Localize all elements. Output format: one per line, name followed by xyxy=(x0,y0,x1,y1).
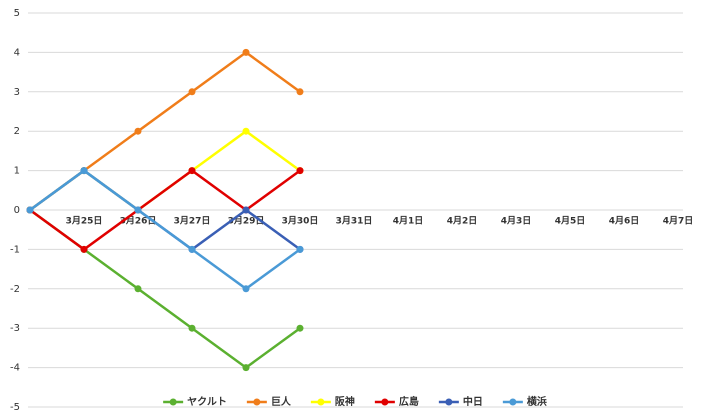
y-tick-label: -5 xyxy=(10,402,20,413)
data-point xyxy=(242,48,250,56)
x-tick-label: 3月26日 xyxy=(120,216,157,227)
data-point xyxy=(134,285,142,293)
series-line xyxy=(29,169,301,291)
x-tick-label: 3月29日 xyxy=(228,216,265,227)
data-point xyxy=(242,206,250,214)
y-tick-label: 4 xyxy=(14,47,20,58)
data-point xyxy=(242,285,250,293)
data-point xyxy=(26,206,34,214)
legend-label: 広島 xyxy=(399,395,419,408)
x-tick-label: 4月3日 xyxy=(501,216,532,227)
y-tick-label: 1 xyxy=(14,166,20,177)
legend-marker xyxy=(509,398,517,406)
data-point xyxy=(296,324,304,332)
legend-label: 巨人 xyxy=(271,395,292,408)
x-tick-label: 3月31日 xyxy=(336,216,373,227)
legend-label: 阪神 xyxy=(335,395,355,408)
legend-marker xyxy=(169,398,177,406)
data-point xyxy=(296,88,304,96)
legend-label: ヤクルト xyxy=(187,396,227,408)
data-point xyxy=(80,167,88,175)
x-tick-label: 4月6日 xyxy=(609,216,640,227)
y-tick-label: -2 xyxy=(10,284,20,295)
y-tick-label: -4 xyxy=(10,363,20,374)
data-point xyxy=(134,127,142,135)
y-tick-label: 2 xyxy=(14,126,20,137)
data-point xyxy=(242,127,250,135)
legend-label: 横浜 xyxy=(527,395,547,408)
legend-marker xyxy=(381,398,389,406)
y-tick-label: 0 xyxy=(14,205,20,216)
data-point xyxy=(80,245,88,253)
data-point xyxy=(296,245,304,253)
series-line xyxy=(29,169,301,251)
x-tick-label: 3月30日 xyxy=(282,216,319,227)
data-point xyxy=(188,324,196,332)
x-tick-label: 4月2日 xyxy=(447,216,478,227)
y-tick-label: -1 xyxy=(10,244,20,255)
y-tick-label: -3 xyxy=(10,323,20,334)
legend-marker xyxy=(317,398,325,406)
legend-marker xyxy=(445,398,453,406)
y-tick-label: 3 xyxy=(14,87,20,98)
x-tick-label: 4月5日 xyxy=(555,216,586,227)
data-point xyxy=(188,245,196,253)
data-point xyxy=(296,167,304,175)
data-point xyxy=(188,88,196,96)
data-point xyxy=(242,364,250,372)
data-point xyxy=(188,167,196,175)
x-tick-label: 3月27日 xyxy=(174,216,211,227)
data-point xyxy=(134,206,142,214)
x-tick-label: 4月1日 xyxy=(393,216,424,227)
x-tick-label: 3月25日 xyxy=(66,216,103,227)
legend-label: 中日 xyxy=(463,395,483,408)
y-tick-label: 5 xyxy=(14,8,20,19)
legend-marker xyxy=(253,398,261,406)
x-tick-label: 4月7日 xyxy=(663,216,694,227)
